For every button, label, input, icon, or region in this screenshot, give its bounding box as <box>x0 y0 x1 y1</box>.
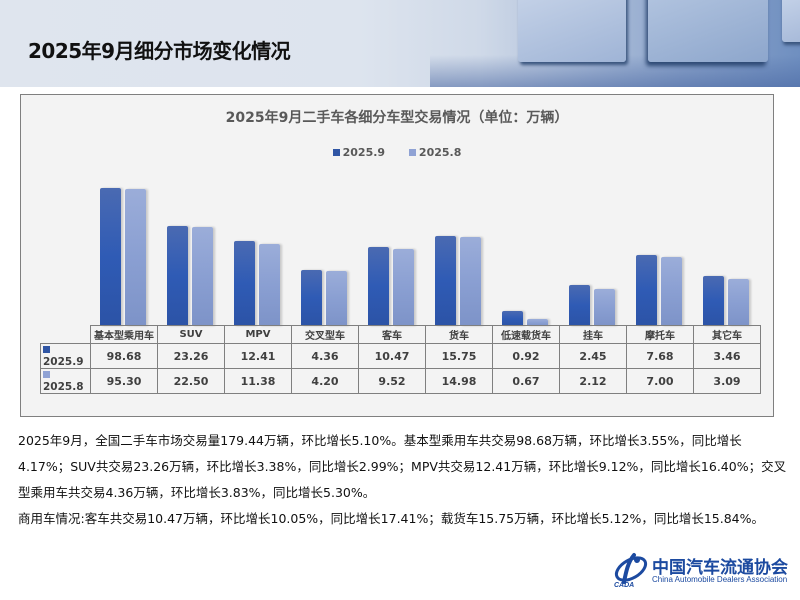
bar-2025-8 <box>728 279 749 326</box>
table-cell: 4.20 <box>291 368 359 394</box>
category-header: 挂车 <box>559 325 627 344</box>
bar-2025-9 <box>569 285 590 326</box>
table-cell: 4.36 <box>291 343 359 369</box>
bar-2025-9 <box>167 226 188 326</box>
row-label: 2025.9 <box>40 343 91 369</box>
globe-cube-decoration <box>648 0 768 62</box>
bar-2025-8 <box>460 237 481 326</box>
bar-2025-8 <box>192 227 213 326</box>
table-cell: 7.68 <box>626 343 694 369</box>
table-cell: 95.30 <box>90 368 158 394</box>
chart-legend: 2025.9 2025.8 <box>21 146 773 159</box>
bar-2025-9 <box>502 311 523 326</box>
legend-swatch-icon <box>43 346 50 353</box>
bar-group <box>625 175 692 326</box>
bar-group <box>558 175 625 326</box>
table-cell: 7.00 <box>626 368 694 394</box>
table-cell: 3.46 <box>693 343 761 369</box>
table-cell: 2.12 <box>559 368 627 394</box>
category-header: 交叉型车 <box>291 325 359 344</box>
category-header: 基本型乘用车 <box>90 325 158 344</box>
summary-paragraph-passenger: 2025年9月，全国二手车市场交易量179.44万辆，环比增长5.10%。基本型… <box>18 433 787 500</box>
page-title: 2025年9月细分市场变化情况 <box>28 39 291 63</box>
logo-name-cn: 中国汽车流通协会 <box>652 558 788 578</box>
table-row: 2025.9 98.68 23.26 12.41 4.36 10.47 15.7… <box>40 343 761 369</box>
table-cell: 10.47 <box>358 343 426 369</box>
bar-group <box>692 175 759 326</box>
table-cell: 98.68 <box>90 343 158 369</box>
bar-2025-8 <box>527 319 548 326</box>
globe-cube-decoration <box>518 0 626 62</box>
category-header: 客车 <box>358 325 426 344</box>
table-cell: 14.98 <box>425 368 493 394</box>
table-cell: 11.38 <box>224 368 292 394</box>
legend-swatch-icon <box>43 371 50 378</box>
bar-group <box>290 175 357 326</box>
bar-2025-9 <box>301 270 322 326</box>
chart-title: 2025年9月二手车各细分车型交易情况（单位：万辆） <box>225 110 569 126</box>
bar-2025-8 <box>326 271 347 326</box>
chart-data-table: 基本型乘用车 SUV MPV 交叉型车 客车 货车 低速载货车 挂车 摩托车 其… <box>40 325 761 394</box>
category-header: 货车 <box>425 325 493 344</box>
category-header: SUV <box>157 325 225 344</box>
legend-label: 2025.9 <box>342 146 386 159</box>
bar-2025-8 <box>393 249 414 326</box>
table-cell: 22.50 <box>157 368 225 394</box>
summary-text: 2025年9月，全国二手车市场交易量179.44万辆，环比增长5.10%。基本型… <box>18 428 788 532</box>
bar-2025-9 <box>100 188 121 326</box>
chart-panel: 2025年9月二手车各细分车型交易情况（单位：万辆） 2025.9 2025.8… <box>20 94 774 417</box>
bar-2025-8 <box>661 257 682 326</box>
category-header: MPV <box>224 325 292 344</box>
bar-2025-9 <box>435 236 456 326</box>
cada-logo: CADA 中国汽车流通协会 China Automobile Dealers A… <box>612 550 798 594</box>
header-banner: 2025年9月细分市场变化情况 <box>0 0 800 87</box>
category-header: 其它车 <box>693 325 761 344</box>
globe-cube-decoration <box>782 0 800 42</box>
bar-group <box>424 175 491 326</box>
bar-2025-9 <box>234 241 255 326</box>
table-header-row: 基本型乘用车 SUV MPV 交叉型车 客车 货车 低速载货车 挂车 摩托车 其… <box>40 325 761 344</box>
legend-item-2025-8: 2025.8 <box>408 146 462 159</box>
table-cell: 0.67 <box>492 368 560 394</box>
bar-2025-8 <box>594 289 615 326</box>
legend-label: 2025.8 <box>418 146 462 159</box>
bar-group <box>491 175 558 326</box>
summary-paragraph-commercial: 商用车情况:客车共交易10.47万辆，环比增长10.05%，同比增长17.41%… <box>18 511 764 526</box>
bar-group <box>89 175 156 326</box>
legend-swatch-icon <box>332 149 340 156</box>
table-cell: 9.52 <box>358 368 426 394</box>
logo-name-en: China Automobile Dealers Association <box>652 575 788 584</box>
table-cell: 2.45 <box>559 343 627 369</box>
bar-2025-9 <box>703 276 724 326</box>
bar-group <box>223 175 290 326</box>
cada-emblem-icon <box>614 553 648 584</box>
bar-2025-9 <box>368 247 389 326</box>
category-header: 摩托车 <box>626 325 694 344</box>
table-row: 2025.8 95.30 22.50 11.38 4.20 9.52 14.98… <box>40 368 761 394</box>
bar-2025-8 <box>125 189 146 326</box>
bar-plot-area <box>89 175 758 326</box>
bar-group <box>156 175 223 326</box>
table-cell: 3.09 <box>693 368 761 394</box>
logo-abbreviation: CADA <box>614 582 635 589</box>
bar-group <box>357 175 424 326</box>
bar-2025-8 <box>259 244 280 326</box>
bar-2025-9 <box>636 255 657 326</box>
category-header: 低速载货车 <box>492 325 560 344</box>
table-cell: 0.92 <box>492 343 560 369</box>
row-label: 2025.8 <box>40 368 91 394</box>
legend-item-2025-9: 2025.9 <box>332 146 386 159</box>
table-cell: 15.75 <box>425 343 493 369</box>
legend-swatch-icon <box>408 149 416 156</box>
table-cell: 23.26 <box>157 343 225 369</box>
table-cell: 12.41 <box>224 343 292 369</box>
